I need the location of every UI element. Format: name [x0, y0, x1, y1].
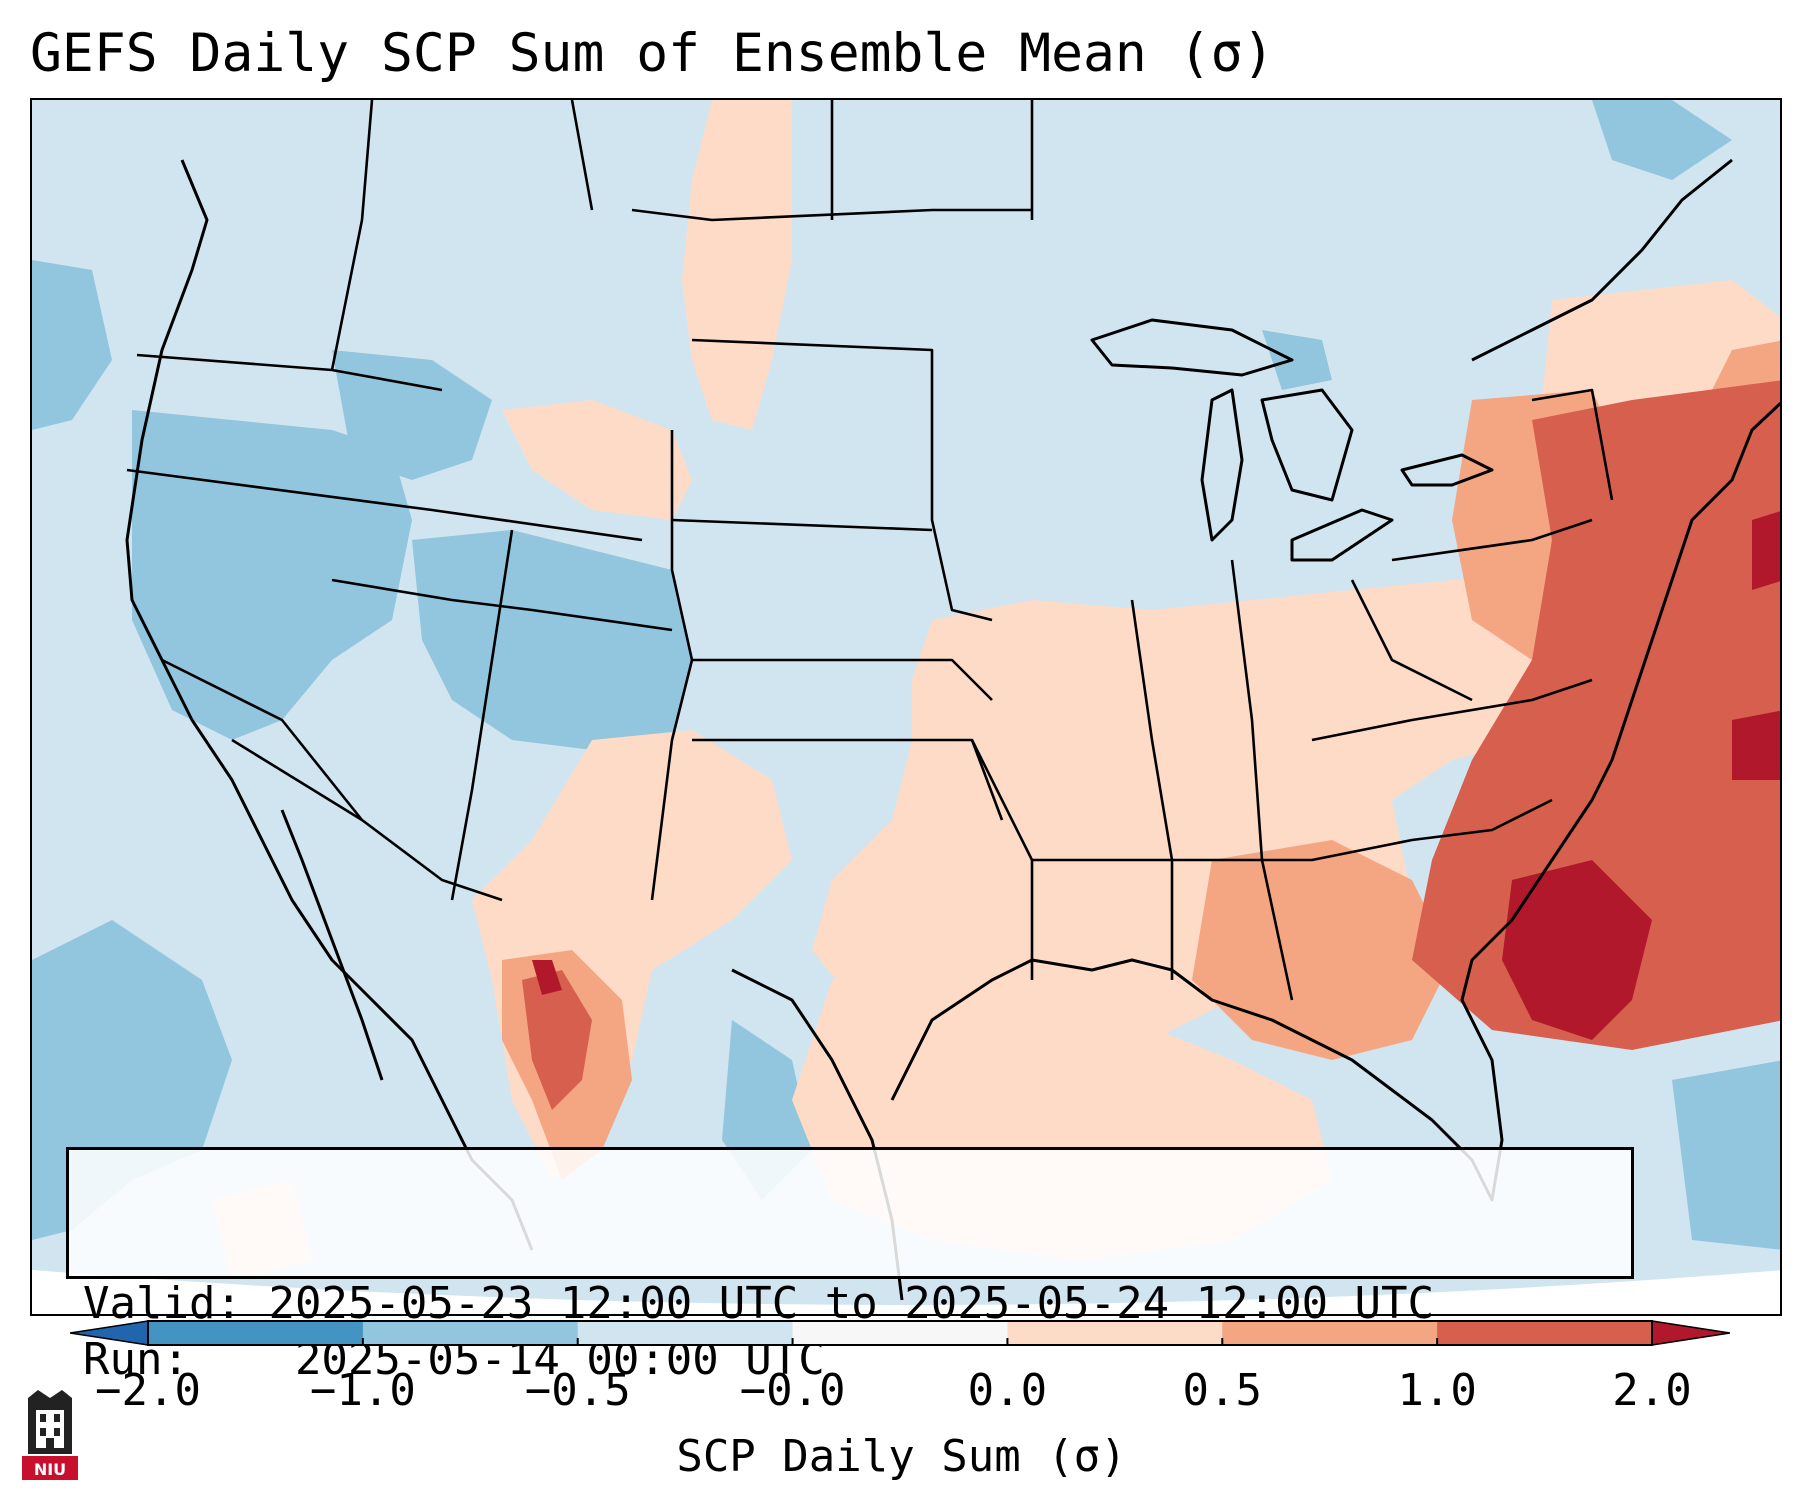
great-lakes — [1090, 318, 1494, 562]
border-us-canada — [631, 208, 1032, 222]
west-coastline — [125, 159, 534, 1251]
border-ga-sc — [1411, 798, 1553, 842]
east-peak — [1732, 710, 1780, 780]
negative-anomaly-regions — [32, 100, 1780, 1250]
colorbar-tick-label: 0.0 — [967, 1365, 1048, 1416]
atlantic-south-low — [1672, 1060, 1780, 1250]
colorbar-bin — [1222, 1321, 1438, 1345]
border-oh-wv — [1350, 579, 1473, 702]
montana-plume — [682, 100, 792, 430]
baja-coastline — [280, 809, 384, 1081]
lake-huron — [1260, 388, 1354, 502]
border-ms-al — [1130, 599, 1174, 980]
border-bc-ab — [330, 100, 374, 371]
colorbar-tick-label: −2.0 — [95, 1365, 201, 1416]
positive-anomaly-regions — [212, 100, 1780, 1280]
border-al-ga — [1230, 559, 1294, 1001]
niu-logo: NIU — [22, 1388, 78, 1488]
map-panel — [30, 98, 1782, 1316]
lake-superior-low — [1262, 330, 1332, 390]
west-texas-peak — [532, 960, 562, 995]
pacific-north-low — [32, 260, 112, 430]
map-title: GEFS Daily SCP Sum of Ensemble Mean (σ) — [30, 23, 1275, 84]
colorbar — [70, 1320, 1730, 1346]
idaho-low — [332, 350, 492, 480]
colorbar-tick-label: 2.0 — [1612, 1365, 1692, 1416]
lake-michigan — [1200, 388, 1244, 542]
atlantic-high — [1412, 380, 1780, 1050]
colorbar-bin — [148, 1321, 364, 1345]
border-nv-id-wy — [126, 468, 643, 542]
lake-ontario — [1400, 453, 1494, 487]
border-pa-ny — [1391, 518, 1593, 562]
border-ut-az — [331, 578, 673, 632]
colorbar-tick-label: 0.5 — [1182, 1365, 1263, 1416]
alabama-georgia-moderate — [1192, 840, 1452, 1060]
niu-logo-text: NIU — [33, 1460, 67, 1479]
nevada-utah-low — [132, 410, 412, 740]
border-ky-va — [1311, 678, 1593, 742]
colorbar-tick-label: −0.0 — [739, 1365, 846, 1416]
colorbar-bin — [362, 1321, 579, 1345]
lake-superior — [1090, 318, 1294, 377]
border-mn-dakota — [691, 338, 993, 622]
colorbar-under-extension — [70, 1320, 149, 1346]
valid-run-info-box: Valid: 2025-05-23 12:00 UTC to 2025-05-2… — [66, 1147, 1634, 1385]
border-ks-ok — [692, 658, 993, 701]
scp-map — [32, 100, 1780, 1314]
lake-erie — [1290, 508, 1394, 562]
northeast-peak — [1752, 511, 1780, 590]
state-boundaries — [126, 100, 1614, 1001]
wyoming-patch — [502, 400, 692, 520]
colorbar-bin — [1007, 1321, 1223, 1345]
west-texas-high — [522, 970, 592, 1110]
border-vt-nh — [1531, 388, 1614, 501]
border-nm-az — [450, 529, 514, 901]
colorbar-label: SCP Daily Sum (σ) — [676, 1431, 1127, 1482]
colorbar-over-extension — [1651, 1320, 1730, 1346]
colorbar-bin — [577, 1321, 794, 1345]
central-east-plume — [812, 570, 1592, 1060]
atlantic-peak — [1502, 860, 1652, 1040]
border-tn-south — [1032, 838, 1413, 862]
colorbar-tick-label: −0.5 — [524, 1365, 631, 1416]
border-ab-sask — [570, 100, 594, 211]
colorbar-tick-label: 1.0 — [1397, 1365, 1477, 1416]
border-sd-ne — [671, 518, 933, 532]
border-az-south — [231, 738, 503, 902]
colorbar-tick-label: −1.0 — [309, 1365, 416, 1416]
colorbar-bin — [792, 1321, 1008, 1345]
colorbar-bin — [1437, 1321, 1653, 1345]
colorado-utah-low — [412, 530, 692, 750]
st-lawrence — [1471, 158, 1733, 362]
niu-building-icon — [22, 1390, 78, 1480]
northeast-canada-low — [1592, 100, 1732, 180]
border-ca-nv — [161, 658, 364, 821]
projection-edge-mask — [32, 1270, 1780, 1314]
colorbar-outline — [147, 1320, 1653, 1346]
